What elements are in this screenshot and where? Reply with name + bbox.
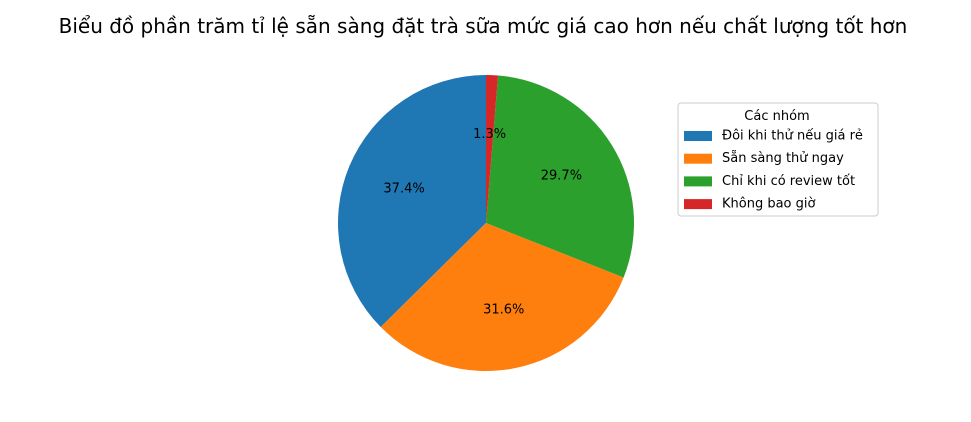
legend: Các nhóm Đôi khi thử nếu giá rẻ Sẵn sàng …: [677, 102, 879, 217]
legend-label-chi-khi-co-review-tot: Chỉ khi có review tốt: [722, 174, 855, 189]
legend-label-doi-khi-thu-neu-gia-re: Đôi khi thử nếu giá rẻ: [722, 129, 863, 144]
pie-slice-chi-khi-co-review-tot: [486, 75, 635, 278]
pie-slice-doi-khi-thu-neu-gia-re: [338, 75, 486, 327]
legend-swatch-khong-bao-gio: [684, 199, 712, 210]
legend-label-san-sang-thu-ngay: Sẵn sàng thử ngay: [722, 151, 844, 166]
pie-percent-labels: 37.4% 31.6% 29.7% 1.3%: [383, 127, 582, 318]
pie-slice-san-sang-thu-ngay: [380, 223, 624, 372]
pie-label-san-sang-thu-ngay: 31.6%: [483, 303, 524, 318]
legend-frame: [677, 102, 879, 217]
legend-title: Các nhóm: [744, 109, 809, 124]
legend-label-khong-bao-gio: Không bao giờ: [722, 197, 816, 212]
pie-label-khong-bao-gio: 1.3%: [473, 127, 506, 142]
legend-swatch-doi-khi-thu-neu-gia-re: [684, 131, 712, 141]
pie-slices: [338, 75, 635, 372]
legend-swatch-chi-khi-co-review-tot: [684, 176, 712, 187]
pie-label-doi-khi-thu-neu-gia-re: 37.4%: [383, 181, 424, 196]
pie-slice-khong-bao-gio: [486, 75, 499, 223]
legend-swatch-san-sang-thu-ngay: [684, 153, 712, 164]
chart-title: Biểu đồ phần trăm tỉ lệ sẵn sàng đặt trà…: [59, 14, 908, 38]
pie-label-chi-khi-co-review-tot: 29.7%: [541, 169, 582, 184]
legend-items: Đôi khi thử nếu giá rẻ Sẵn sàng thử ngay C…: [684, 129, 863, 212]
